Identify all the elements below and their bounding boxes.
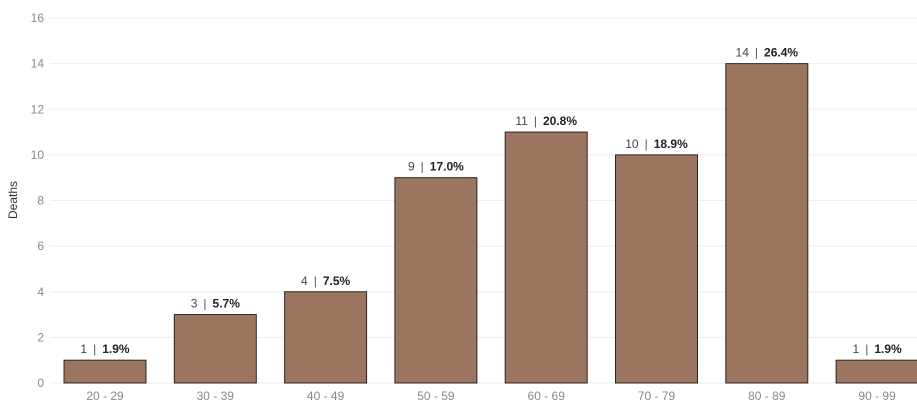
y-axis-ticks: 0 2 4 6 8 10 12 14 16	[31, 11, 45, 390]
bar	[284, 291, 368, 384]
x-axis-ticks: 20 - 29 30 - 39 40 - 49 50 - 59 60 - 69 70 - …	[86, 389, 896, 403]
y-axis-label: Deaths	[6, 181, 20, 219]
bar	[173, 314, 257, 384]
bar-data-label: 9 | 17.0%	[408, 160, 464, 174]
x-tick-label: 20 - 29	[86, 389, 124, 403]
bar	[725, 63, 809, 384]
bar	[63, 359, 147, 384]
bar-data-label: 11 | 20.8%	[515, 114, 577, 128]
y-tick-label: 12	[31, 102, 45, 116]
y-tick-label: 2	[37, 330, 44, 344]
y-tick-label: 16	[31, 11, 45, 25]
y-tick-label: 10	[31, 148, 45, 162]
x-tick-label: 30 - 39	[197, 389, 235, 403]
bar-data-label: 3 | 5.7%	[191, 297, 240, 311]
y-tick-label: 14	[31, 57, 45, 71]
bar-data-label: 14 | 26.4%	[736, 46, 799, 60]
x-tick-label: 90 - 99	[858, 389, 896, 403]
y-tick-label: 8	[37, 194, 44, 208]
bar	[835, 359, 917, 384]
bar	[394, 177, 478, 384]
bar-data-label: 10 | 18.9%	[625, 137, 688, 151]
bar-data-label: 1 | 1.9%	[80, 342, 129, 356]
bar-labels: 1 | 1.9% 3 | 5.7% 4 | 7.5% 9 | 17.0% 11 | 20.8% 10 | 18.9…	[80, 46, 902, 357]
bar-data-label: 4 | 7.5%	[301, 274, 350, 288]
bar-data-label: 1 | 1.9%	[853, 342, 902, 356]
x-tick-label: 70 - 79	[638, 389, 676, 403]
bars	[63, 63, 917, 384]
x-tick-label: 40 - 49	[307, 389, 345, 403]
x-tick-label: 60 - 69	[528, 389, 566, 403]
y-tick-label: 0	[37, 376, 44, 390]
y-tick-label: 6	[37, 239, 44, 253]
y-tick-label: 4	[37, 285, 44, 299]
x-tick-label: 80 - 89	[748, 389, 786, 403]
x-tick-label: 50 - 59	[417, 389, 455, 403]
bar	[504, 131, 588, 384]
bar	[615, 154, 698, 384]
